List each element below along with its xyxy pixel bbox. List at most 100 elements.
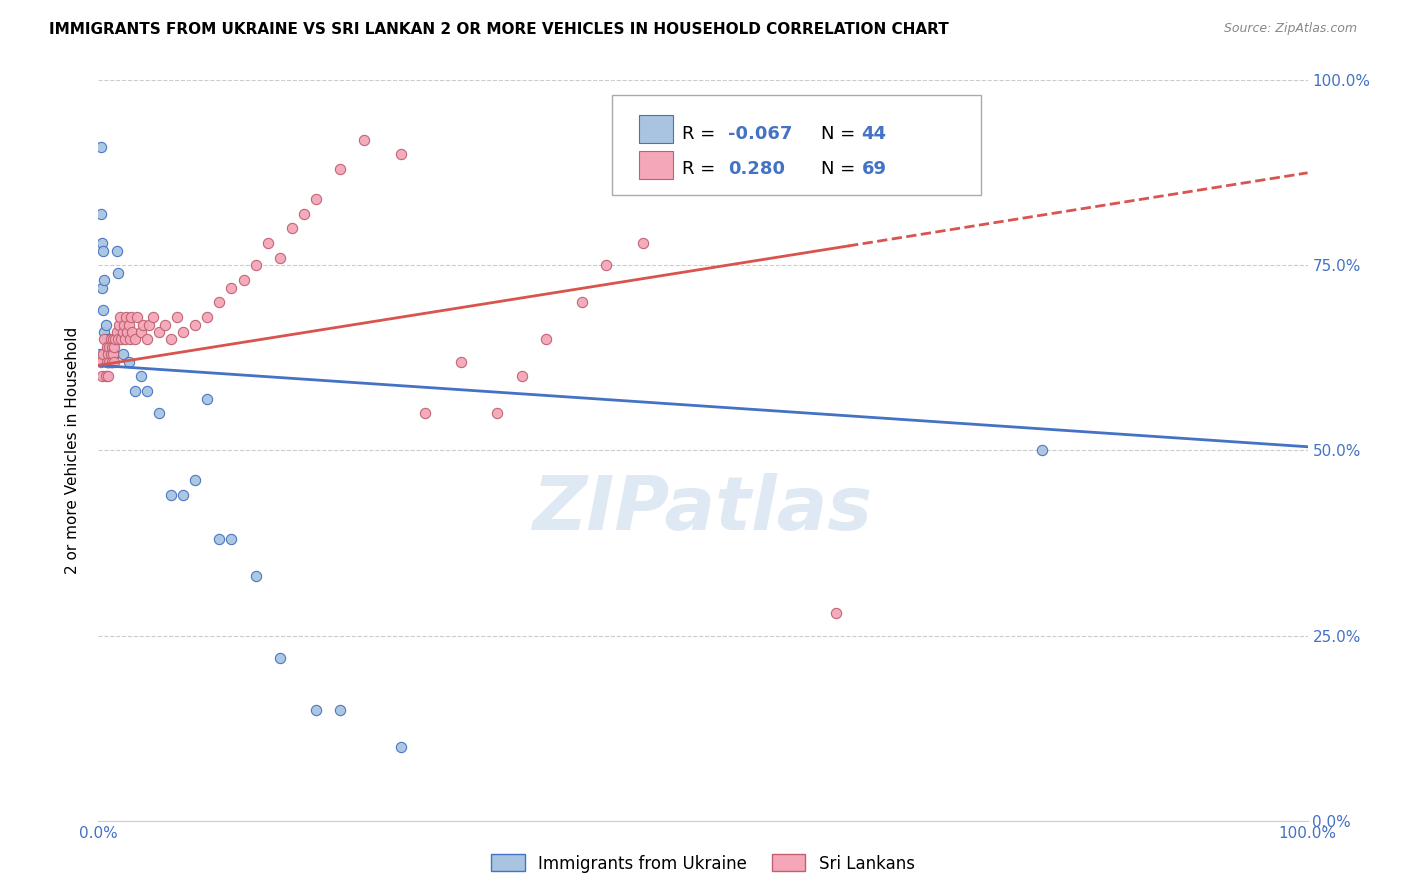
Point [103,347,125,361]
Text: R =: R = [682,126,721,144]
Point [135,332,157,346]
Point [97,354,120,368]
Point [184,473,207,487]
Point [98,332,121,346]
Text: N =: N = [821,126,862,144]
Point [91,244,114,258]
Point [107,266,129,280]
Point [100,347,122,361]
Point [101,347,124,361]
Point [100,354,122,368]
Point [132,318,155,332]
Point [208,533,231,547]
Point [148,407,170,421]
Point [108,318,131,332]
Point [101,332,124,346]
Point [256,236,278,251]
Point [118,354,141,368]
Point [90,140,112,154]
Text: -0.067: -0.067 [728,126,793,144]
Point [115,310,138,325]
Point [329,703,352,717]
Point [100,340,122,354]
Point [91,236,114,251]
Point [91,302,114,317]
Point [96,340,118,354]
Point [245,259,267,273]
Point [825,607,848,621]
Point [172,488,194,502]
Text: Source: ZipAtlas.com: Source: ZipAtlas.com [1223,22,1357,36]
Point [100,354,122,368]
Point [450,354,472,368]
Point [160,332,183,346]
Point [124,332,146,346]
Point [100,347,122,361]
Point [510,369,533,384]
Point [329,162,352,177]
Point [292,206,315,220]
Point [93,325,115,339]
Text: 44: 44 [862,126,886,144]
Point [269,251,291,265]
Point [104,332,127,346]
Point [89,347,111,361]
Text: ZIPatlas: ZIPatlas [533,473,873,546]
Point [117,325,139,339]
Point [631,236,654,251]
Point [100,340,122,354]
Point [91,369,114,384]
Point [121,325,143,339]
Point [135,384,157,399]
Point [98,354,121,368]
Text: IMMIGRANTS FROM UKRAINE VS SRI LANKAN 2 OR MORE VEHICLES IN HOUSEHOLD CORRELATIO: IMMIGRANTS FROM UKRAINE VS SRI LANKAN 2 … [49,22,949,37]
Point [103,340,125,354]
Point [111,347,134,361]
Point [160,488,183,502]
Point [110,332,132,346]
Point [389,147,412,161]
Point [166,310,188,325]
FancyBboxPatch shape [638,151,673,178]
Point [100,332,122,346]
Point [138,318,160,332]
Point [105,244,128,258]
Point [389,739,412,754]
Point [96,332,118,346]
Point [90,354,112,368]
Point [221,280,243,294]
Point [107,332,129,346]
Point [108,310,131,325]
Point [98,347,121,361]
Point [118,332,141,346]
Point [112,318,135,332]
Point [195,310,218,325]
Point [105,325,128,339]
Point [97,340,120,354]
Point [120,310,142,325]
Text: R =: R = [682,161,727,178]
Point [221,533,243,547]
Point [208,295,231,310]
Point [98,340,121,354]
Text: 69: 69 [862,161,886,178]
Point [305,192,328,206]
Point [195,392,218,406]
Point [114,332,136,346]
Point [413,407,436,421]
Point [103,354,125,368]
Point [269,650,291,665]
Point [534,332,557,346]
Point [100,354,122,368]
Point [101,340,124,354]
Point [486,407,509,421]
Point [184,318,207,332]
Point [118,318,141,332]
Point [129,369,152,384]
Point [172,325,194,339]
Point [124,384,146,399]
Point [108,325,131,339]
Point [281,221,304,235]
Point [127,310,149,325]
Point [148,325,170,339]
